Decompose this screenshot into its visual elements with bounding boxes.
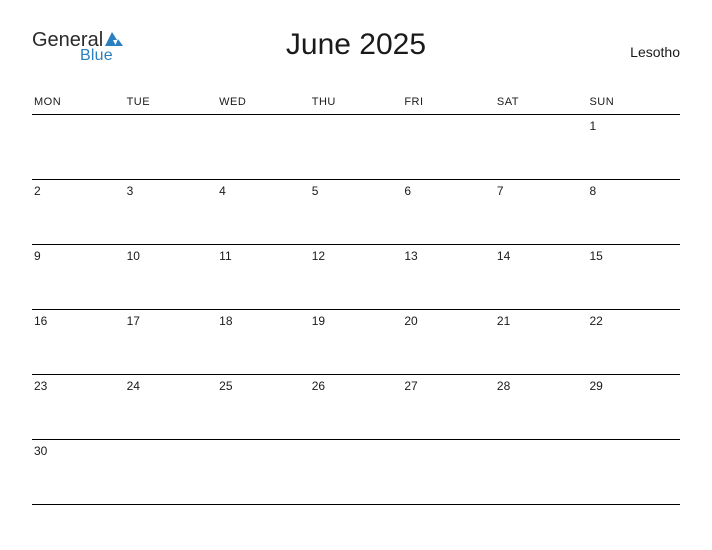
page-title: June 2025 bbox=[32, 28, 680, 62]
dow-mon: MON bbox=[32, 92, 125, 114]
day-cell: 18 bbox=[217, 310, 310, 374]
day-cell: 19 bbox=[310, 310, 403, 374]
day-cell bbox=[125, 115, 218, 179]
day-cell: 12 bbox=[310, 245, 403, 309]
day-cell: 13 bbox=[402, 245, 495, 309]
day-cell: 11 bbox=[217, 245, 310, 309]
day-cell: 20 bbox=[402, 310, 495, 374]
day-cell: 10 bbox=[125, 245, 218, 309]
day-cell: 4 bbox=[217, 180, 310, 244]
calendar-grid: MON TUE WED THU FRI SAT SUN 1 2 3 4 5 6 … bbox=[32, 92, 680, 505]
dow-wed: WED bbox=[217, 92, 310, 114]
day-cell: 14 bbox=[495, 245, 588, 309]
day-cell bbox=[217, 440, 310, 504]
week-row: 16 17 18 19 20 21 22 bbox=[32, 310, 680, 375]
day-cell: 9 bbox=[32, 245, 125, 309]
day-cell: 16 bbox=[32, 310, 125, 374]
week-row: 1 bbox=[32, 115, 680, 180]
day-cell: 25 bbox=[217, 375, 310, 439]
day-cell: 1 bbox=[587, 115, 680, 179]
week-row: 9 10 11 12 13 14 15 bbox=[32, 245, 680, 310]
day-cell: 22 bbox=[587, 310, 680, 374]
day-cell: 24 bbox=[125, 375, 218, 439]
day-cell: 6 bbox=[402, 180, 495, 244]
day-cell: 7 bbox=[495, 180, 588, 244]
day-cell: 30 bbox=[32, 440, 125, 504]
day-cell: 29 bbox=[587, 375, 680, 439]
day-cell: 3 bbox=[125, 180, 218, 244]
day-cell bbox=[402, 440, 495, 504]
day-cell bbox=[310, 440, 403, 504]
day-cell: 17 bbox=[125, 310, 218, 374]
day-cell: 15 bbox=[587, 245, 680, 309]
dow-fri: FRI bbox=[402, 92, 495, 114]
day-cell: 23 bbox=[32, 375, 125, 439]
day-cell bbox=[587, 440, 680, 504]
day-cell: 27 bbox=[402, 375, 495, 439]
dow-sat: SAT bbox=[495, 92, 588, 114]
day-cell: 21 bbox=[495, 310, 588, 374]
day-cell bbox=[32, 115, 125, 179]
day-cell: 28 bbox=[495, 375, 588, 439]
dow-sun: SUN bbox=[587, 92, 680, 114]
day-cell: 5 bbox=[310, 180, 403, 244]
week-row: 23 24 25 26 27 28 29 bbox=[32, 375, 680, 440]
day-of-week-row: MON TUE WED THU FRI SAT SUN bbox=[32, 92, 680, 115]
week-row: 30 bbox=[32, 440, 680, 505]
day-cell bbox=[125, 440, 218, 504]
day-cell: 26 bbox=[310, 375, 403, 439]
day-cell: 8 bbox=[587, 180, 680, 244]
day-cell bbox=[310, 115, 403, 179]
day-cell bbox=[495, 115, 588, 179]
day-cell bbox=[495, 440, 588, 504]
dow-thu: THU bbox=[310, 92, 403, 114]
header: General Blue June 2025 Lesotho bbox=[32, 28, 680, 82]
day-cell bbox=[402, 115, 495, 179]
day-cell bbox=[217, 115, 310, 179]
calendar-page: General Blue June 2025 Lesotho MON TUE W… bbox=[0, 0, 712, 550]
dow-tue: TUE bbox=[125, 92, 218, 114]
day-cell: 2 bbox=[32, 180, 125, 244]
week-row: 2 3 4 5 6 7 8 bbox=[32, 180, 680, 245]
region-label: Lesotho bbox=[630, 44, 680, 60]
